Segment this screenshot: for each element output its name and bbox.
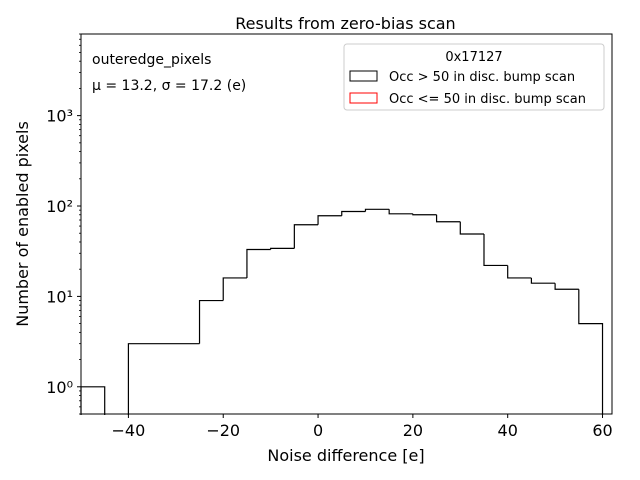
histogram-step-0 — [80, 208, 604, 415]
x-axis-label: Noise difference [e] — [267, 446, 424, 465]
x-tick-label: 0 — [313, 421, 323, 440]
legend-title: 0x17127 — [445, 50, 502, 65]
legend: 0x17127 Occ > 50 in disc. bump scan Occ … — [343, 43, 605, 111]
y-tick-label: 10¹ — [46, 287, 73, 306]
legend-swatch-red — [349, 92, 378, 104]
y-tick-label: 10³ — [46, 107, 73, 126]
x-tick-label: 60 — [592, 421, 612, 440]
x-tick-label: −20 — [206, 421, 240, 440]
legend-label-occ-le-50: Occ <= 50 in disc. bump scan — [389, 92, 586, 107]
legend-box — [343, 43, 605, 111]
axis-ticks: −40 −20 0 20 40 60 10⁰ 10¹ 10² 10³ — [46, 33, 613, 440]
histogram-series — [80, 208, 604, 415]
y-tick-label: 10² — [46, 197, 73, 216]
annotation-name: outeredge_pixels — [92, 52, 211, 68]
plot-frame — [80, 33, 613, 415]
y-tick-label: 10⁰ — [46, 378, 73, 397]
legend-swatch-black — [349, 70, 378, 82]
annotation-stats: μ = 13.2, σ = 17.2 (e) — [92, 78, 246, 94]
legend-label-occ-gt-50: Occ > 50 in disc. bump scan — [389, 70, 575, 85]
x-tick-label: −40 — [112, 421, 146, 440]
chart-title: Results from zero-bias scan — [235, 14, 455, 33]
x-tick-label: 40 — [498, 421, 518, 440]
x-tick-label: 20 — [403, 421, 423, 440]
y-axis-label: Number of enabled pixels — [13, 121, 32, 327]
